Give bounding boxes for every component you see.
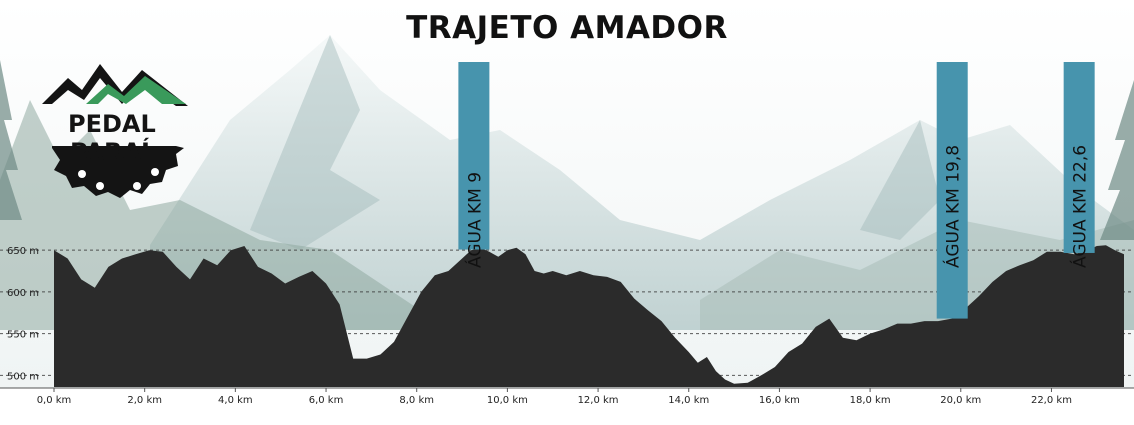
y-tick-label: 600 m xyxy=(7,288,39,299)
y-tick-label: 500 m xyxy=(7,371,39,382)
x-tick-label: 22,0 km xyxy=(1031,395,1072,406)
y-axis: 500 m 550 m 600 m 650 m xyxy=(7,246,39,382)
x-tick-label: 2,0 km xyxy=(127,395,162,406)
water-stop-markers: ÁGUA KM 9 ÁGUA KM 19,8 ÁGUA KM 22,6 xyxy=(458,62,1095,319)
x-tick-label: 16,0 km xyxy=(759,395,800,406)
water-stop-marker xyxy=(458,62,490,250)
y-tick-label: 550 m xyxy=(7,330,39,341)
x-tick-label: 6,0 km xyxy=(309,395,344,406)
chart-title: TRAJETO AMADOR xyxy=(406,10,728,46)
elevation-profile xyxy=(54,245,1124,387)
logo-line2: PARAÍ xyxy=(70,137,150,166)
elevation-area xyxy=(54,245,1124,387)
water-stop-marker xyxy=(936,62,968,319)
x-tick-label: 12,0 km xyxy=(578,395,619,406)
chainring-icon xyxy=(52,146,184,198)
water-stop-label: ÁGUA KM 9 xyxy=(463,172,485,268)
water-stop-marker xyxy=(1063,62,1095,253)
x-tick-label: 0,0 km xyxy=(37,395,72,406)
y-tick-label: 650 m xyxy=(7,246,39,257)
x-tick-label: 14,0 km xyxy=(668,395,709,406)
x-axis: 0,0 km 2,0 km 4,0 km 6,0 km 8,0 km 10,0 km 12,… xyxy=(0,387,1134,406)
x-tick-label: 8,0 km xyxy=(399,395,434,406)
mountain-logo-icon xyxy=(42,64,188,106)
logo-line1: PEDAL xyxy=(68,110,156,138)
x-tick-label: 20,0 km xyxy=(940,395,981,406)
water-stop-label: ÁGUA KM 19,8 xyxy=(942,145,964,268)
water-stop-label: ÁGUA KM 22,6 xyxy=(1069,145,1091,268)
logo: PEDAL PARAÍ xyxy=(42,64,188,198)
x-tick-label: 4,0 km xyxy=(218,395,253,406)
x-tick-label: 10,0 km xyxy=(487,395,528,406)
x-tick-label: 18,0 km xyxy=(850,395,891,406)
